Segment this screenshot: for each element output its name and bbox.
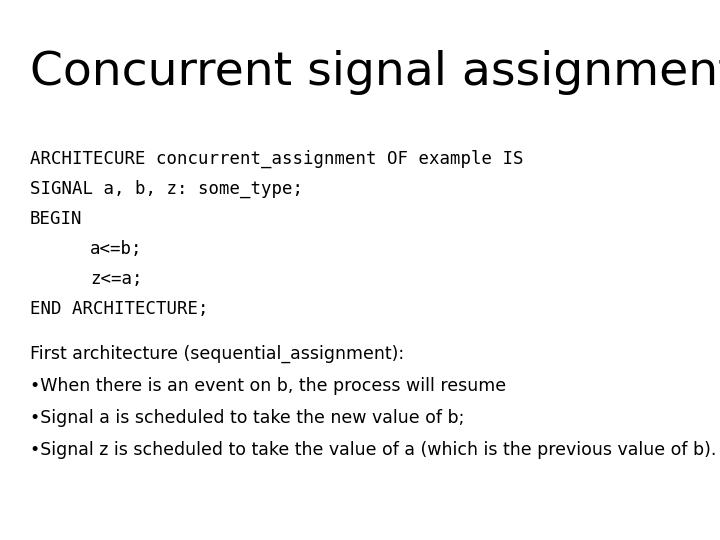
- Text: z<=a;: z<=a;: [90, 270, 143, 288]
- Text: •Signal a is scheduled to take the new value of b;: •Signal a is scheduled to take the new v…: [30, 409, 464, 427]
- Text: a<=b;: a<=b;: [90, 240, 143, 258]
- Text: First architecture (sequential_assignment):: First architecture (sequential_assignmen…: [30, 345, 404, 363]
- Text: END ARCHITECTURE;: END ARCHITECTURE;: [30, 300, 209, 318]
- Text: SIGNAL a, b, z: some_type;: SIGNAL a, b, z: some_type;: [30, 180, 303, 198]
- Text: BEGIN: BEGIN: [30, 210, 83, 228]
- Text: Concurrent signal assignments: Concurrent signal assignments: [30, 50, 720, 95]
- Text: •Signal z is scheduled to take the value of a (which is the previous value of b): •Signal z is scheduled to take the value…: [30, 441, 716, 459]
- Text: ARCHITECURE concurrent_assignment OF example IS: ARCHITECURE concurrent_assignment OF exa…: [30, 150, 523, 168]
- Text: •When there is an event on b, the process will resume: •When there is an event on b, the proces…: [30, 377, 506, 395]
